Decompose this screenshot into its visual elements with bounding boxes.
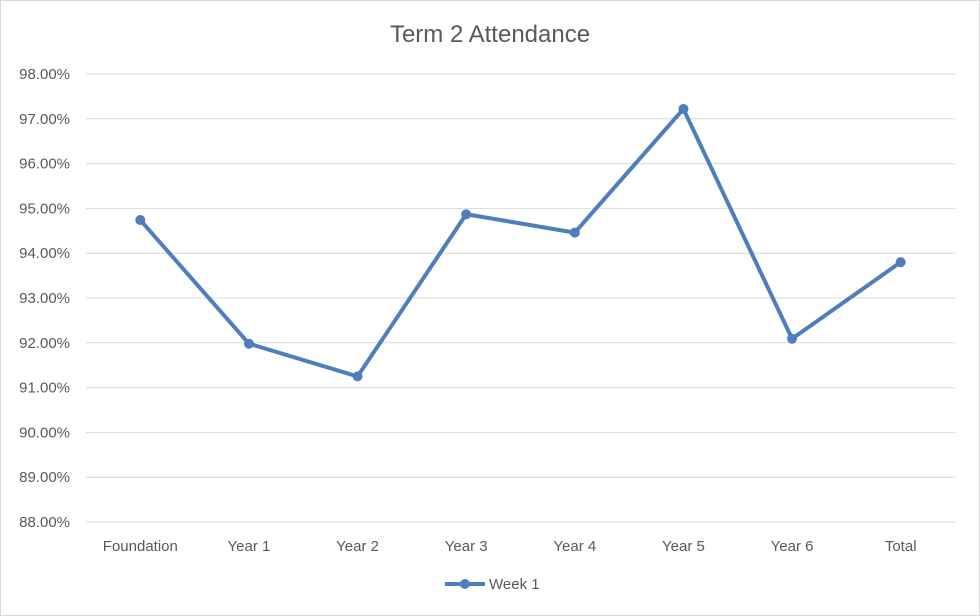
x-tick-label: Year 3 xyxy=(445,538,488,555)
y-tick-label: 97.00% xyxy=(19,111,70,128)
chart-title: Term 2 Attendance xyxy=(390,21,590,48)
x-axis-ticks: Foundation Year 1 Year 2 Year 3 Year 4 Year 5… xyxy=(103,538,917,555)
y-tick-label: 95.00% xyxy=(19,200,70,217)
data-point xyxy=(569,227,580,238)
y-tick-label: 98.00% xyxy=(19,66,70,83)
x-tick-label: Year 6 xyxy=(771,538,814,555)
series-week-1 xyxy=(135,103,906,382)
data-point xyxy=(678,103,689,114)
y-tick-label: 93.00% xyxy=(19,290,70,307)
y-tick-label: 90.00% xyxy=(19,424,70,441)
y-tick-label: 94.00% xyxy=(19,245,70,262)
data-point xyxy=(243,338,254,349)
y-axis-ticks: 98.00% 97.00% 96.00% 95.00% 94.00% 93.00% 92.0… xyxy=(19,66,70,531)
x-tick-label: Year 2 xyxy=(336,538,379,555)
legend: Week 1 xyxy=(445,576,540,593)
legend-marker xyxy=(460,579,470,589)
data-point xyxy=(135,215,146,226)
y-tick-label: 89.00% xyxy=(19,469,70,486)
y-tick-label: 92.00% xyxy=(19,335,70,352)
legend-label: Week 1 xyxy=(489,576,540,593)
y-tick-label: 96.00% xyxy=(19,156,70,173)
data-point xyxy=(352,371,363,382)
x-tick-label: Year 1 xyxy=(228,538,271,555)
series-line xyxy=(138,106,903,379)
x-tick-label: Total xyxy=(885,538,917,555)
data-point xyxy=(895,257,906,268)
x-tick-label: Year 4 xyxy=(553,538,596,555)
x-tick-label: Foundation xyxy=(103,538,178,555)
gridlines xyxy=(86,73,955,523)
x-tick-label: Year 5 xyxy=(662,538,705,555)
y-tick-label: 91.00% xyxy=(19,380,70,397)
data-point xyxy=(787,333,798,344)
y-tick-label: 88.00% xyxy=(19,514,70,531)
data-point xyxy=(461,209,472,220)
